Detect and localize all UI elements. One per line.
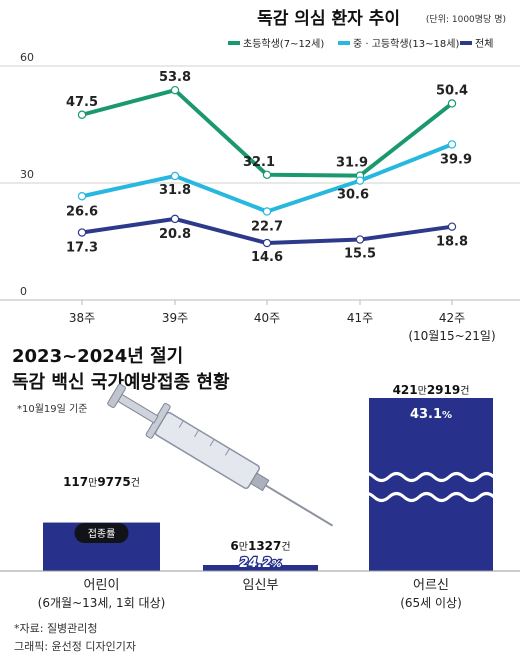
wave-line	[369, 492, 493, 502]
rate-badge	[74, 523, 129, 543]
data-label: 32.1	[243, 155, 275, 170]
data-label: 17.3	[66, 241, 98, 256]
data-label: 26.6	[66, 204, 98, 219]
syringe-scale	[225, 448, 230, 456]
data-point	[170, 85, 180, 95]
data-point	[447, 99, 457, 108]
data-point	[355, 176, 365, 185]
y-tick-label: 0	[20, 285, 27, 298]
y-tick-label: 60	[20, 51, 34, 64]
data-point	[262, 170, 272, 180]
source-note: *자료: 질병관리청	[14, 622, 98, 635]
rate-label: 43.1%	[410, 407, 452, 422]
data-point	[447, 222, 457, 231]
syringe-scale	[178, 420, 184, 428]
line-chart-title: 독감 의심 환자 추이	[257, 9, 400, 29]
bar-chart-note: *10월19일 기준	[17, 403, 87, 415]
syringe-thumb	[107, 383, 126, 408]
category-label: 어린이	[84, 578, 120, 593]
data-point	[170, 214, 180, 224]
rate-label: 24.2%	[239, 556, 281, 571]
syringe-needle	[265, 484, 334, 527]
wave-line	[369, 472, 493, 482]
rate-label: 25.0%	[80, 500, 122, 515]
syringe-plunger	[117, 393, 159, 424]
x-tick-label: 38주	[69, 311, 95, 325]
data-point	[262, 207, 272, 216]
x-tick-label: 40주	[254, 311, 280, 325]
syringe-barrel	[154, 411, 261, 490]
legend-label: 초등학생(7~12세)	[243, 38, 324, 50]
data-point	[262, 238, 272, 248]
data-point	[77, 110, 87, 119]
bar	[203, 565, 318, 571]
line-chart-unit: (단위: 1000명당 명)	[426, 14, 506, 25]
credit-note: 그래픽: 윤선정 디자인기자	[14, 640, 137, 653]
y-tick-label: 30	[20, 168, 34, 181]
data-label: 18.8	[436, 235, 468, 250]
data-point	[355, 235, 365, 244]
data-point	[77, 228, 87, 237]
count-label: 421만2919건	[393, 383, 470, 397]
x-tick-label: 39주	[162, 311, 188, 325]
category-sublabel: (6개월~13세, 1회 대상)	[38, 596, 166, 610]
data-label: 47.5	[66, 95, 98, 110]
syringe-icon	[107, 383, 334, 527]
count-label: 117만9775건	[63, 475, 140, 489]
category-label: 어르신	[413, 578, 449, 593]
data-point	[170, 171, 180, 181]
data-label: 53.8	[159, 70, 191, 85]
bar	[369, 398, 493, 571]
data-label: 20.8	[159, 227, 191, 242]
data-label: 14.6	[251, 250, 283, 265]
legend-label: 중 · 고등학생(13~18세)	[353, 38, 459, 50]
data-label: 30.6	[337, 188, 369, 203]
bar-chart-title: 독감 백신 국가예방접종 현황	[12, 372, 230, 393]
x-tick-label: 41주	[347, 311, 373, 325]
category-sublabel: (65세 이상)	[400, 596, 462, 610]
data-point	[447, 140, 457, 149]
count-label: 6만1327건	[230, 539, 290, 553]
x-tick-note: (10월15~21일)	[408, 329, 495, 343]
data-point	[77, 192, 87, 201]
category-label: 임신부	[243, 578, 279, 593]
data-label: 50.4	[436, 83, 468, 98]
data-label: 39.9	[440, 152, 472, 167]
data-label: 22.7	[251, 219, 283, 234]
rate-badge-label: 접종률	[88, 528, 116, 540]
syringe-scale	[209, 439, 215, 447]
wave-decoration	[369, 472, 493, 502]
x-tick-label: 42주	[439, 311, 465, 325]
bar-chart-title: 2023~2024년 절기	[12, 346, 183, 367]
data-label: 31.8	[159, 183, 191, 198]
syringe-scale	[194, 429, 200, 438]
legend-label: 전체	[475, 38, 493, 50]
data-label: 31.9	[336, 156, 368, 171]
data-label: 15.5	[344, 247, 376, 262]
